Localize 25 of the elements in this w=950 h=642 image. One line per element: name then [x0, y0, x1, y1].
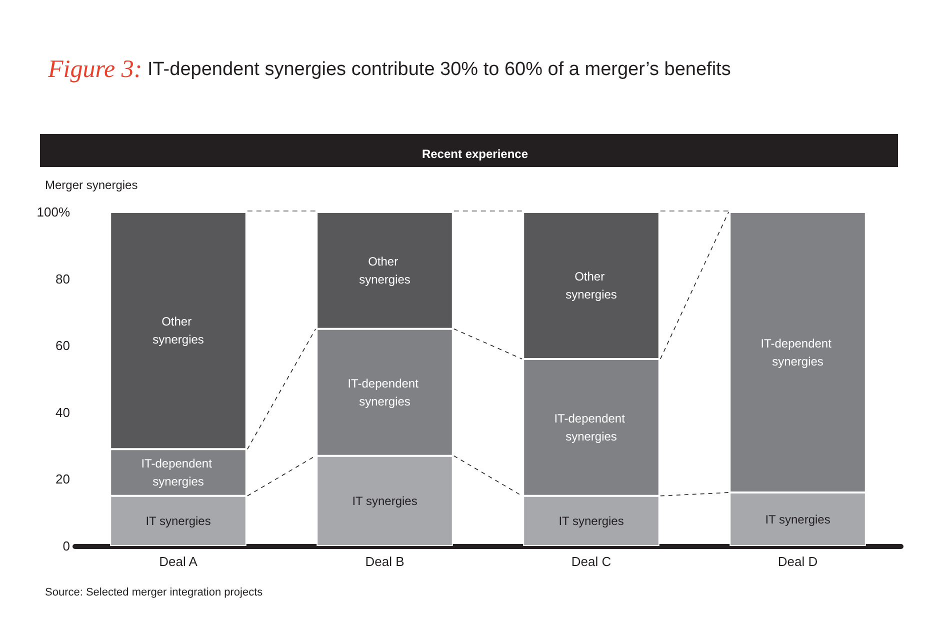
y-tick-label: 100% — [36, 204, 70, 220]
y-tick-label: 20 — [56, 472, 70, 487]
text: IT synergies — [352, 494, 418, 508]
y-tick-label: 60 — [56, 338, 70, 354]
x-tick-label: Deal C — [571, 554, 612, 569]
source-note: Source: Selected merger integration projects — [45, 586, 264, 598]
text: IT synergies — [558, 514, 624, 528]
chart-title: Figure 3: IT-dependent synergies contribute 30% to 60% of a merger’s benefits — [47, 56, 731, 83]
y-tick-label: 80 — [56, 271, 70, 286]
y-tick-label: 40 — [56, 404, 70, 420]
series-label: IT synergies — [146, 514, 211, 528]
y-tick-label: 0 — [62, 538, 70, 554]
text: IT synergies — [765, 512, 830, 526]
series-label: IT-dependent synergies — [141, 456, 216, 489]
text: Other synergies — [152, 314, 204, 347]
x-tick-label: Deal A — [159, 554, 198, 569]
text: Other synergies — [566, 269, 617, 302]
x-tick-label: Deal B — [365, 554, 404, 569]
x-tick-label: Deal D — [778, 554, 818, 569]
y-axis-title: Merger synergies — [45, 178, 138, 192]
series-label: Other synergies — [359, 254, 410, 286]
text: IT-dependent synergies — [348, 376, 418, 408]
text: IT-dependent synergies — [760, 336, 832, 368]
text: IT-dependent synergies — [554, 411, 625, 444]
chart-subtitle: Recent experience — [422, 147, 528, 161]
